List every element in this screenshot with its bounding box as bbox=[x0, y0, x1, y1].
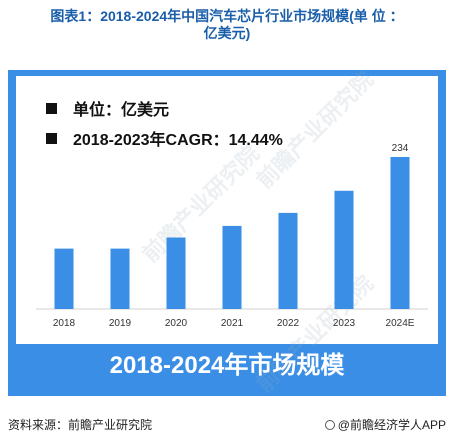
x-tick-label-2024E: 2024E bbox=[386, 318, 415, 329]
chart-title-line-1: 图表1：2018-2024年中国汽车芯片行业市场规模(单 位 ： bbox=[50, 8, 404, 24]
bar-2021 bbox=[222, 225, 242, 309]
chart-title: 图表1：2018-2024年中国汽车芯片行业市场规模(单 位 ： 亿美元) bbox=[0, 8, 454, 42]
cagr-bullet-icon bbox=[46, 133, 57, 145]
brand-logo-icon bbox=[324, 419, 335, 430]
unit-note-text: 单位：亿美元 bbox=[73, 102, 170, 119]
bar-2019 bbox=[110, 248, 130, 309]
x-tick-label-2018: 2018 bbox=[53, 318, 76, 329]
x-tick-label-2020: 2020 bbox=[165, 318, 188, 329]
chart-area: 前瞻产业研究院 前瞻产业研究院 前瞻产业研究院 单位：亿美元 2018-2023… bbox=[16, 67, 438, 397]
x-tick-label-2019: 2019 bbox=[109, 318, 132, 329]
x-tick-label-2022: 2022 bbox=[277, 318, 300, 329]
cagr-note-text: 2018-2023年CAGR：14.44% bbox=[73, 132, 283, 149]
source-note: 资料来源：前瞻产业研究院 bbox=[8, 418, 153, 432]
bar-2018 bbox=[54, 248, 74, 309]
bar-2022 bbox=[278, 212, 298, 309]
data-label-2024E: 234 bbox=[392, 143, 409, 154]
unit-bullet-icon bbox=[46, 103, 57, 115]
cagr-note: 2018-2023年CAGR：14.44% bbox=[46, 126, 283, 150]
x-tick-label-2023: 2023 bbox=[333, 318, 356, 329]
bar-2024E bbox=[390, 157, 410, 309]
chart-panel: 前瞻产业研究院 前瞻产业研究院 前瞻产业研究院 单位：亿美元 2018-2023… bbox=[8, 67, 446, 397]
chart-title-line-2: 亿美元) bbox=[203, 25, 251, 41]
brand-note: @前瞻经济学人APP bbox=[324, 416, 446, 433]
banner-title: 2018-2024年市场规模 bbox=[109, 352, 345, 379]
bar-2020 bbox=[166, 237, 186, 309]
brand-note-text: @前瞻经济学人APP bbox=[337, 418, 446, 432]
bar-chart: 2018 2019 2020 2021 2022 2023 2024E 234 bbox=[36, 143, 428, 329]
bar-2023 bbox=[334, 190, 354, 309]
unit-note: 单位：亿美元 bbox=[46, 96, 169, 120]
x-tick-label-2021: 2021 bbox=[221, 318, 244, 329]
